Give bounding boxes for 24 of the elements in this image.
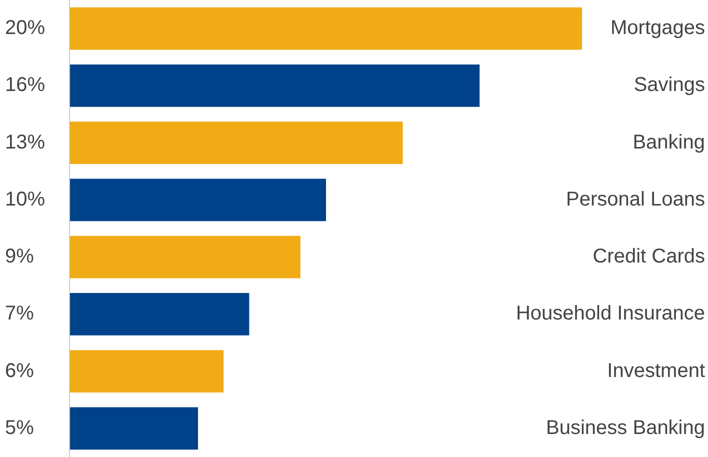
bar <box>70 293 250 336</box>
data-label: 13% <box>5 131 46 154</box>
y-tick-label: Mortgages <box>610 17 705 40</box>
y-tick-label: Investment <box>607 360 706 382</box>
bar <box>70 236 300 278</box>
data-label: 16% <box>5 74 46 96</box>
data-label: 7% <box>5 302 34 325</box>
y-tick-label: Personal Loans <box>566 188 705 210</box>
y-tick-label: Savings <box>634 74 705 96</box>
y-tick-label: Household Insurance <box>516 302 705 325</box>
data-label: 5% <box>5 416 34 439</box>
bar <box>70 64 480 107</box>
data-label: 6% <box>5 360 34 382</box>
y-tick-label: Credit Cards <box>592 246 705 268</box>
data-label: 9% <box>5 246 34 268</box>
y-tick-label: Banking <box>632 131 705 154</box>
bar <box>70 407 198 450</box>
data-label: 20% <box>5 17 46 40</box>
y-tick-label: Business Banking <box>546 416 705 439</box>
data-label: 10% <box>5 188 46 210</box>
bar <box>70 178 326 222</box>
bar <box>70 122 403 164</box>
bar <box>70 350 224 392</box>
bar <box>70 7 582 50</box>
